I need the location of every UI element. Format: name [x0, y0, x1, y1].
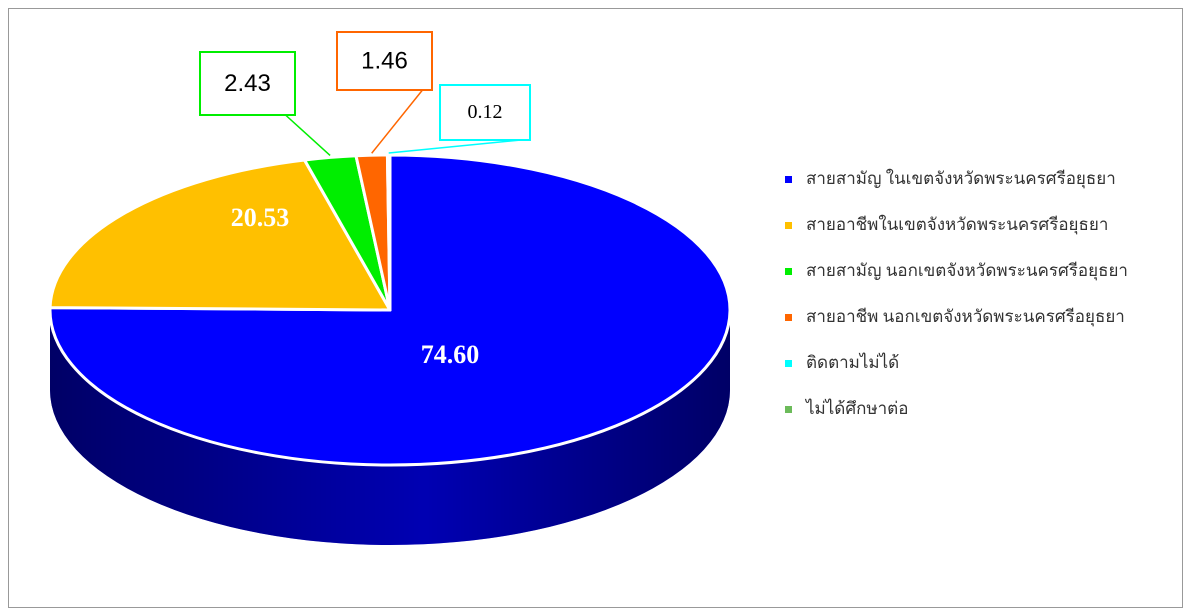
legend-marker — [785, 268, 792, 275]
label-box — [439, 84, 531, 141]
legend-label: สายอาชีพในเขตจังหวัดพระนครศรีอยุธยา — [806, 214, 1108, 235]
slice — [48, 158, 392, 312]
leader-line — [388, 139, 522, 154]
legend-label: ไม่ได้ศึกษาต่อ — [804, 398, 908, 418]
legend-label: สายสามัญ ในเขตจังหวัดพระนครศรีอยุธยา — [806, 168, 1116, 189]
label-box — [336, 31, 433, 91]
data-label: 20.53 — [231, 203, 290, 232]
leader-line — [284, 114, 331, 156]
legend-label: สายอาชีพ นอกเขตจังหวัดพระนครศรีอยุธยา — [806, 307, 1125, 327]
data-label: 0.12 — [468, 101, 503, 123]
data-label: 74.60 — [421, 340, 480, 369]
legend-marker — [785, 360, 792, 367]
legend-label: ติดตามไม่ได้ — [806, 352, 899, 372]
legend-marker — [785, 222, 792, 229]
legend-marker — [785, 314, 792, 321]
legend-marker — [785, 406, 792, 413]
legend-label: สายสามัญ นอกเขตจังหวัดพระนครศรีอยุธยา — [806, 261, 1128, 281]
legend-marker — [785, 176, 792, 183]
leader-line — [371, 89, 424, 154]
data-label: 1.46 — [361, 47, 408, 74]
label-box — [199, 51, 296, 116]
slice-side-shade — [50, 310, 730, 545]
data-label: 2.43 — [224, 70, 271, 97]
slice — [385, 153, 392, 312]
